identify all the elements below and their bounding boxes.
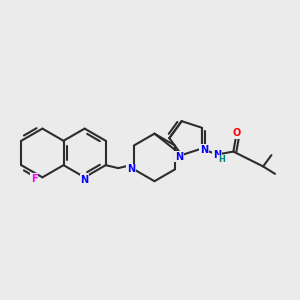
Text: H: H xyxy=(219,155,226,164)
Text: N: N xyxy=(81,175,89,185)
Text: N: N xyxy=(127,164,135,174)
Text: F: F xyxy=(31,174,38,184)
Text: N: N xyxy=(200,145,208,155)
Text: N: N xyxy=(175,152,183,162)
Text: O: O xyxy=(232,128,241,138)
Text: N: N xyxy=(213,149,221,160)
